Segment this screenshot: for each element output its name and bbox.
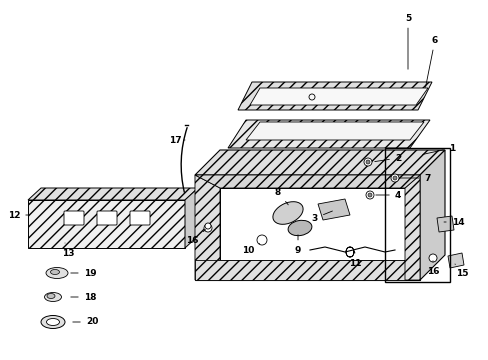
Circle shape: [257, 235, 266, 245]
Ellipse shape: [287, 220, 311, 236]
Text: 5: 5: [404, 14, 410, 69]
Polygon shape: [195, 175, 419, 188]
Polygon shape: [227, 120, 429, 148]
FancyBboxPatch shape: [130, 211, 150, 225]
Text: 16: 16: [426, 261, 438, 276]
Text: 12: 12: [8, 211, 28, 220]
Text: 3: 3: [311, 211, 332, 222]
Polygon shape: [28, 188, 198, 200]
Polygon shape: [28, 200, 184, 248]
Text: 1: 1: [422, 144, 454, 154]
Text: 8: 8: [274, 188, 288, 205]
Circle shape: [203, 224, 212, 232]
Polygon shape: [419, 150, 444, 280]
Circle shape: [392, 176, 396, 180]
FancyBboxPatch shape: [97, 211, 117, 225]
Polygon shape: [447, 253, 463, 268]
Ellipse shape: [44, 292, 61, 302]
Ellipse shape: [272, 202, 303, 224]
Circle shape: [390, 174, 398, 182]
Ellipse shape: [47, 293, 55, 298]
Polygon shape: [238, 82, 431, 110]
Polygon shape: [195, 175, 419, 280]
Polygon shape: [184, 188, 198, 248]
Polygon shape: [195, 260, 404, 280]
Text: 2: 2: [374, 153, 400, 162]
FancyBboxPatch shape: [64, 211, 84, 225]
Text: 13: 13: [61, 243, 74, 257]
Circle shape: [365, 160, 369, 164]
Polygon shape: [195, 175, 220, 280]
Ellipse shape: [50, 270, 60, 274]
Text: 15: 15: [454, 264, 468, 279]
Text: 14: 14: [443, 217, 464, 226]
Polygon shape: [249, 88, 427, 105]
Text: 4: 4: [375, 190, 400, 199]
Polygon shape: [404, 175, 419, 280]
Text: 20: 20: [73, 318, 98, 327]
Text: 17: 17: [168, 135, 184, 144]
Text: 11: 11: [348, 253, 361, 267]
Ellipse shape: [46, 319, 60, 325]
Ellipse shape: [41, 315, 65, 328]
Text: 16: 16: [185, 230, 205, 244]
Circle shape: [428, 254, 436, 262]
Circle shape: [367, 193, 371, 197]
Polygon shape: [436, 216, 453, 232]
Polygon shape: [195, 150, 444, 175]
Text: 7: 7: [399, 174, 430, 183]
Circle shape: [363, 158, 371, 166]
Circle shape: [204, 223, 210, 229]
Text: 18: 18: [71, 292, 96, 302]
Polygon shape: [220, 188, 404, 260]
Circle shape: [365, 191, 373, 199]
Text: 9: 9: [294, 235, 301, 255]
Polygon shape: [317, 199, 349, 220]
Text: 6: 6: [425, 36, 437, 87]
Text: 10: 10: [242, 243, 259, 255]
Text: 19: 19: [71, 269, 96, 278]
Ellipse shape: [46, 267, 68, 279]
Polygon shape: [245, 122, 423, 140]
